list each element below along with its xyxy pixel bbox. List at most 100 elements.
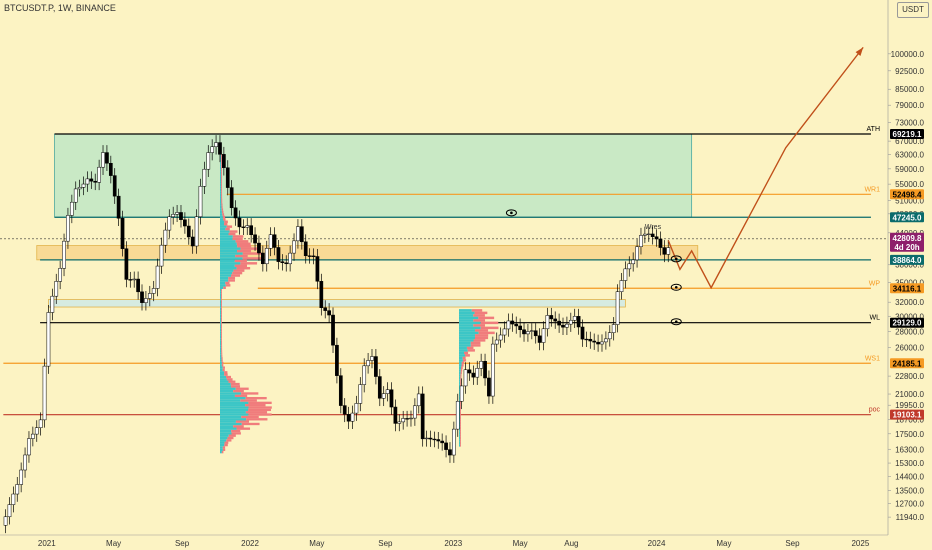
candle-body: [592, 340, 597, 343]
volume-bar-down: [233, 269, 245, 272]
volume-bar-up: [459, 351, 465, 355]
level-name: WR1: [864, 186, 880, 193]
volume-bar-up: [220, 161, 222, 165]
volume-bar-up: [459, 309, 472, 312]
candle-body: [549, 315, 554, 320]
candle-body: [11, 493, 16, 505]
volume-bar-down: [480, 321, 499, 325]
currency-unit-button[interactable]: USDT: [897, 2, 929, 18]
candle-body: [315, 256, 320, 282]
candle-body: [366, 360, 370, 367]
volume-bar-up: [220, 281, 226, 285]
candle-body: [214, 142, 218, 148]
candle-body: [296, 226, 300, 242]
volume-bar-up: [220, 174, 222, 177]
volume-bar-up: [220, 178, 222, 182]
candle-body: [120, 218, 125, 249]
candle-body: [635, 246, 639, 261]
volume-bar-up: [459, 341, 471, 345]
volume-bar-up: [220, 408, 249, 412]
volume-bar-down: [232, 271, 243, 275]
candle-body: [253, 234, 257, 244]
volume-bar-down: [460, 431, 461, 435]
candle-body: [561, 324, 565, 328]
time-tick-label: Sep: [175, 539, 190, 548]
volume-bar-up: [459, 386, 461, 390]
volume-bar-down: [245, 411, 268, 414]
volume-bar-up: [220, 441, 225, 444]
volume-bar-up: [220, 232, 229, 236]
volume-bar-down: [475, 334, 489, 337]
volume-bar-up: [459, 316, 479, 320]
volume-bar-down: [473, 324, 486, 327]
price-tick-label: 79000.0: [895, 101, 924, 110]
time-tick-label: 2025: [851, 539, 869, 548]
candle-body: [31, 433, 35, 439]
candle-body: [568, 319, 573, 325]
countdown-text: 4d 20h: [894, 243, 919, 252]
volume-bar-down: [221, 288, 222, 292]
volume-bar-up: [220, 166, 222, 170]
candle-body: [7, 504, 12, 518]
volume-bar-down: [240, 247, 258, 250]
candle-body: [303, 241, 308, 257]
candle-body: [358, 384, 363, 404]
price-tick-label: 22800.0: [895, 372, 924, 381]
volume-bar-down: [221, 340, 223, 343]
volume-bar-up: [220, 331, 222, 334]
price-tick-label: 18700.0: [895, 415, 924, 424]
volume-bar-up: [220, 345, 222, 348]
volume-bar-down: [237, 244, 252, 248]
volume-bar-up: [220, 203, 222, 206]
level-name: WP: [869, 280, 881, 287]
volume-bar-down: [221, 191, 223, 194]
volume-bar-down: [221, 310, 223, 313]
candle-body: [572, 316, 577, 321]
volume-bar-down: [460, 369, 463, 372]
candle-body: [444, 442, 448, 450]
volume-bar-up: [220, 257, 243, 260]
volume-bar-down: [237, 249, 251, 253]
volume-bar-down: [474, 311, 488, 315]
volume-bar-down: [460, 424, 461, 427]
volume-bar-down: [221, 303, 222, 306]
candle-body: [335, 344, 339, 376]
candle-body: [319, 281, 324, 308]
candle-body: [506, 320, 511, 330]
volume-bar-up: [220, 279, 229, 282]
candle-body: [15, 484, 20, 495]
candle-body: [27, 438, 31, 456]
volume-bar-up: [220, 399, 241, 402]
volume-bar-up: [220, 418, 247, 421]
volume-bar-down: [478, 331, 495, 335]
candle-body: [210, 146, 215, 153]
volume-bar-down: [460, 416, 461, 420]
volume-bar-up: [220, 359, 222, 362]
price-level-tag-text: 69219.1: [893, 130, 922, 139]
time-tick-label: May: [513, 539, 528, 548]
volume-bar-up: [220, 307, 222, 311]
candle-body: [222, 154, 226, 168]
volume-bar-down: [461, 366, 463, 370]
volume-bar-up: [220, 378, 227, 381]
volume-bar-down: [224, 371, 228, 374]
price-tick-label: 92500.0: [895, 67, 924, 76]
candle-body: [537, 335, 542, 343]
volume-bar-up: [220, 389, 234, 393]
volume-bar-down: [232, 237, 243, 241]
volume-bar-down: [221, 317, 223, 320]
candle-body: [167, 216, 172, 231]
volume-bar-down: [225, 227, 230, 231]
time-tick-label: 2024: [648, 539, 666, 548]
volume-bar-up: [220, 171, 222, 175]
candle-body: [510, 320, 515, 325]
current-price-tag: [890, 232, 924, 252]
candle-body: [159, 244, 164, 267]
volume-bar-up: [220, 183, 222, 187]
candle-body: [284, 262, 289, 265]
volume-bar-up: [220, 406, 249, 409]
volume-bar-down: [221, 156, 223, 160]
volume-bar-down: [460, 426, 461, 430]
projection-arrowhead: [855, 47, 864, 56]
